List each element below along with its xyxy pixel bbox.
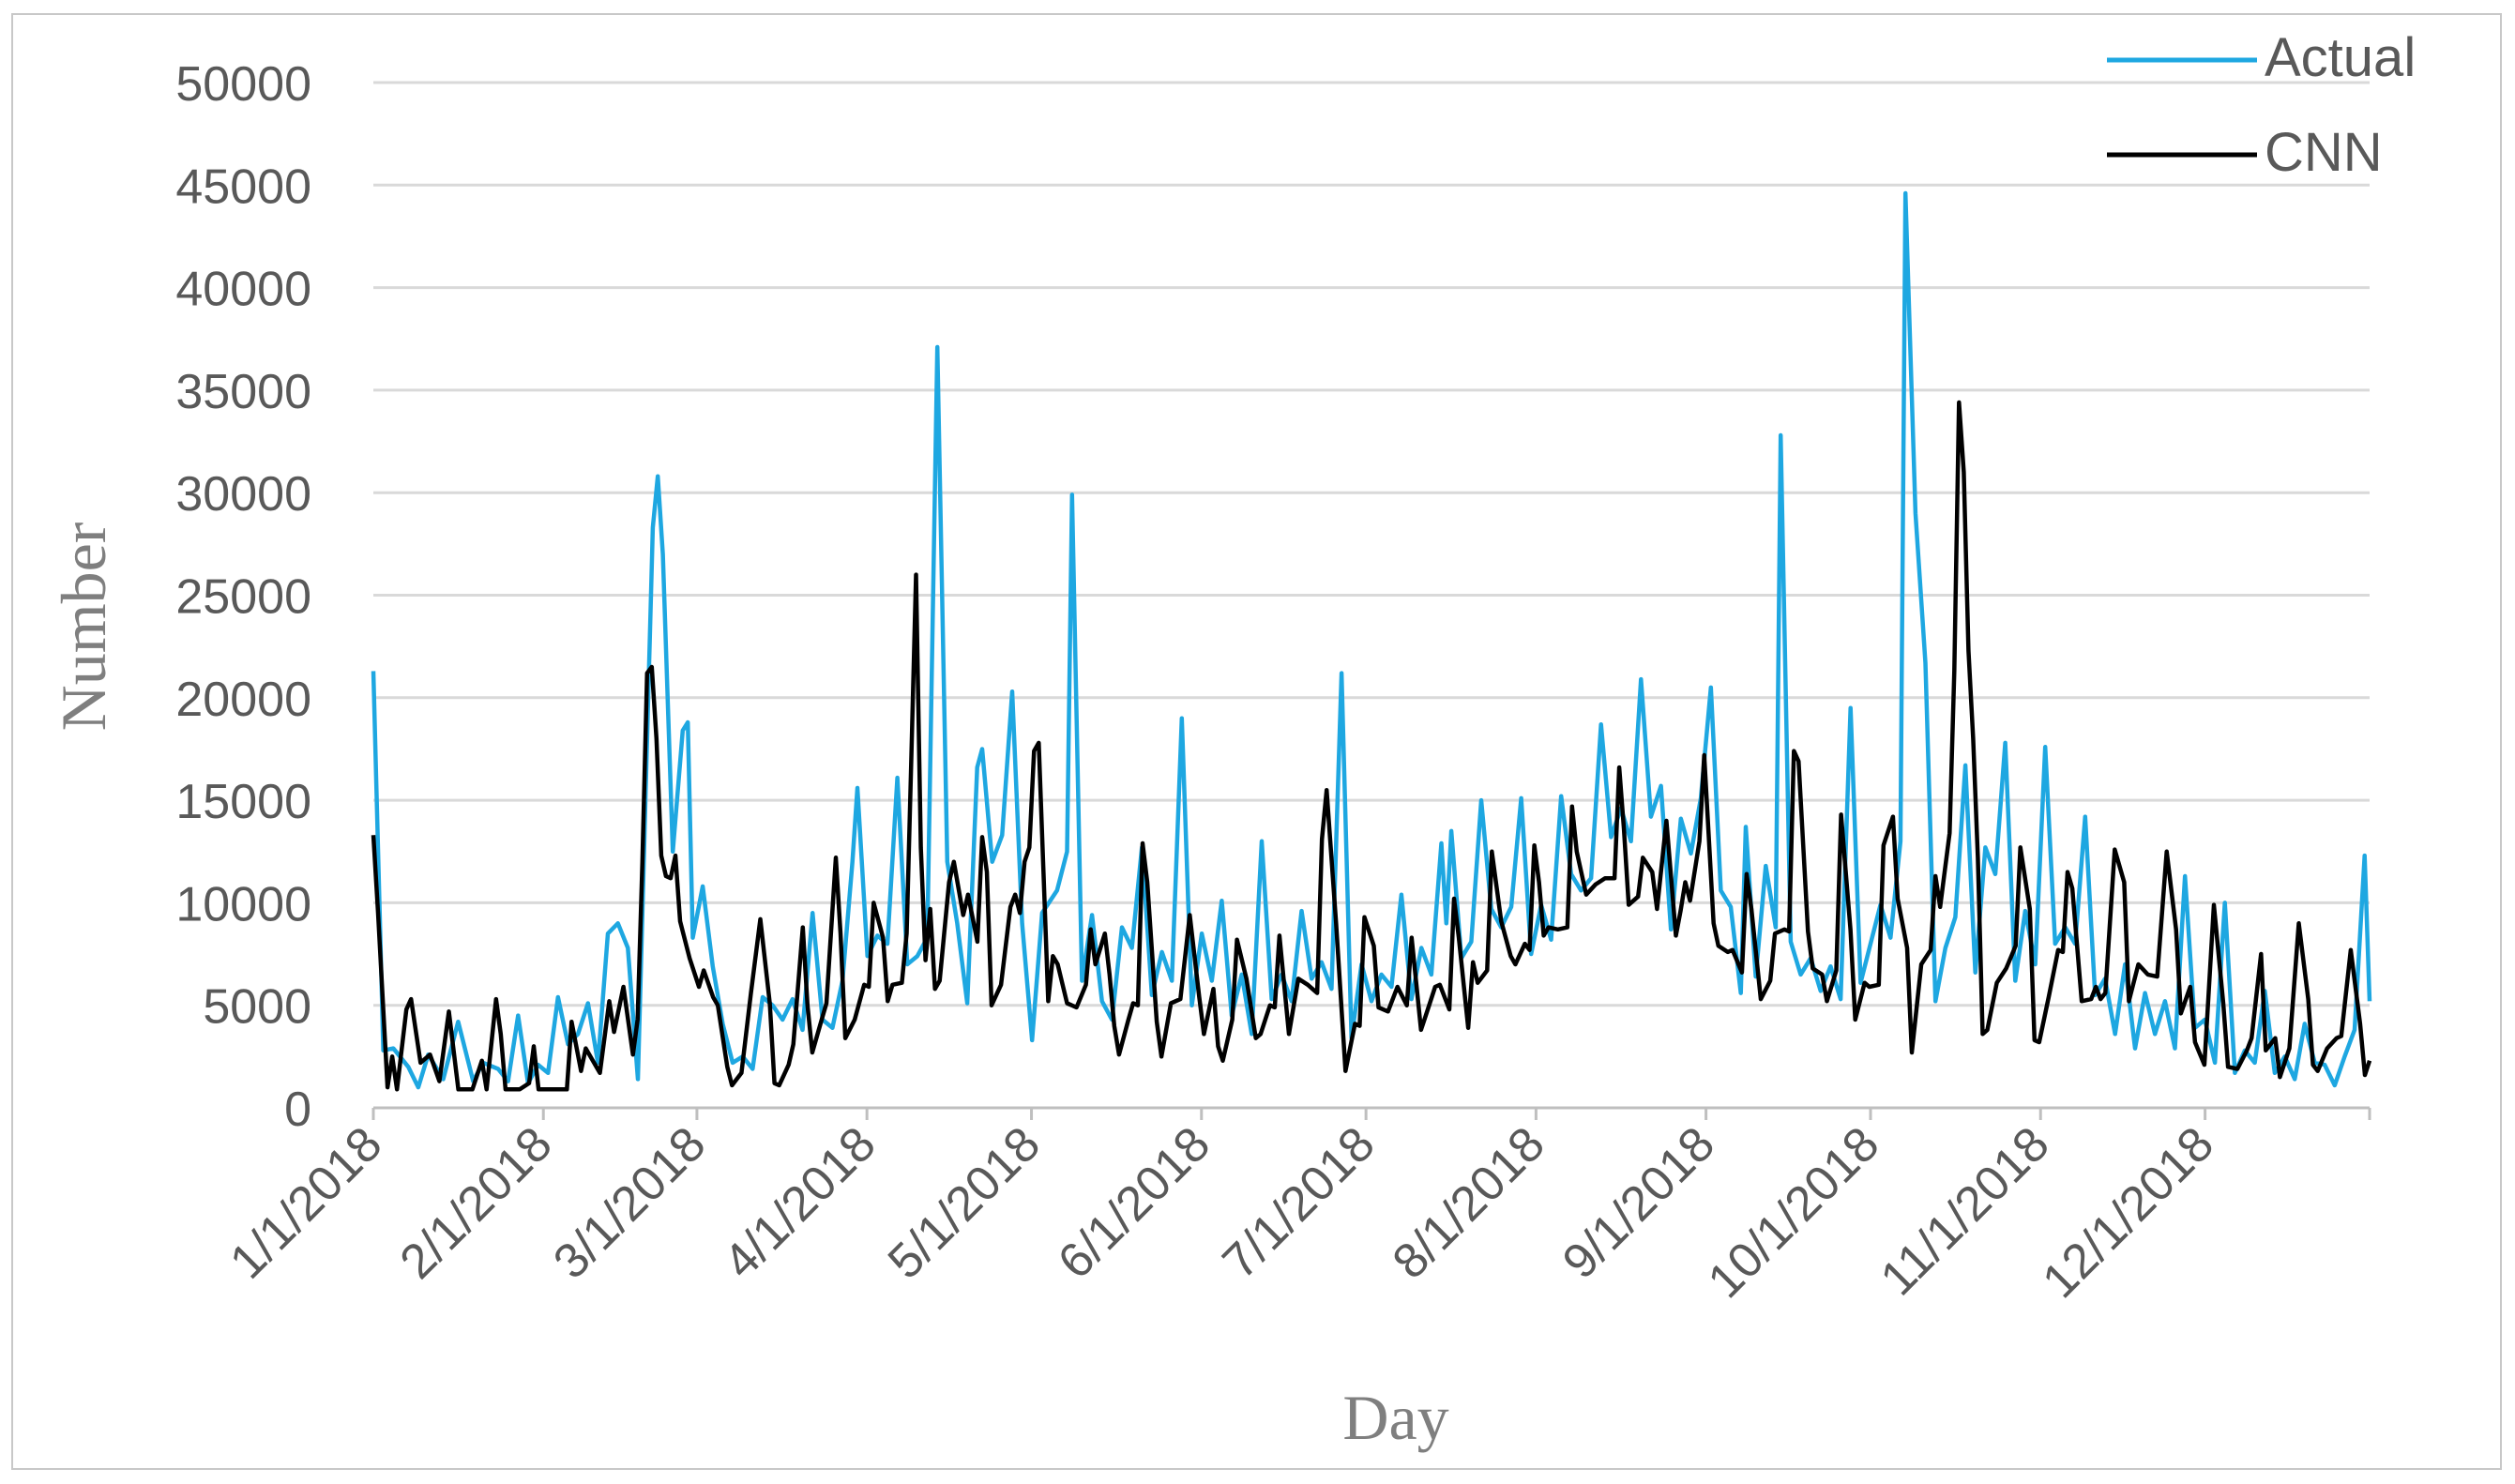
gridlines bbox=[373, 81, 2370, 1007]
x-tick-label: 1/1/2018 bbox=[220, 1116, 392, 1289]
y-tick-label: 10000 bbox=[175, 877, 311, 931]
x-tick-label: 3/1/2018 bbox=[543, 1116, 716, 1289]
y-tick-label: 40000 bbox=[175, 263, 311, 317]
y-tick-label: 50000 bbox=[175, 57, 311, 112]
chart-frame bbox=[11, 13, 2502, 1470]
y-tick-label: 0 bbox=[284, 1083, 311, 1137]
series-line-cnn bbox=[371, 400, 2372, 1092]
y-tick-label: 30000 bbox=[175, 467, 311, 522]
x-tick-label: 4/1/2018 bbox=[713, 1116, 886, 1289]
x-axis-title: Day bbox=[1342, 1382, 1448, 1453]
x-tick-label: 5/1/2018 bbox=[878, 1116, 1051, 1289]
y-tick-label: 35000 bbox=[175, 365, 311, 419]
series-lines bbox=[371, 190, 2372, 1092]
x-tick-label: 12/1/2018 bbox=[2033, 1116, 2225, 1309]
y-tick-label: 5000 bbox=[203, 980, 311, 1035]
y-tick-label: 15000 bbox=[175, 775, 311, 829]
y-tick-label: 25000 bbox=[175, 570, 311, 625]
x-tick-label: 8/1/2018 bbox=[1383, 1116, 1555, 1289]
y-tick-label: 45000 bbox=[175, 159, 311, 214]
legend-label-actual: Actual bbox=[2265, 27, 2416, 88]
series-line-actual bbox=[371, 190, 2372, 1090]
y-tick-label: 20000 bbox=[175, 673, 311, 727]
x-axis: 1/1/20182/1/20183/1/20184/1/20185/1/2018… bbox=[220, 1106, 2371, 1309]
y-axis-ticks: 0 5000 10000 15000 20000 25000 30000 35000 40000… bbox=[175, 57, 311, 1137]
x-tick-label: 6/1/2018 bbox=[1048, 1116, 1220, 1289]
x-tick-label: 10/1/2018 bbox=[1698, 1116, 1890, 1309]
legend: Actual CNN bbox=[2107, 27, 2416, 183]
x-tick-label: 7/1/2018 bbox=[1212, 1116, 1385, 1289]
x-tick-label: 11/1/2018 bbox=[1871, 1116, 2060, 1306]
legend-label-cnn: CNN bbox=[2265, 122, 2383, 183]
x-tick-label: 2/1/2018 bbox=[390, 1116, 563, 1289]
y-axis-title: Number bbox=[48, 522, 119, 731]
x-tick-label: 9/1/2018 bbox=[1553, 1116, 1725, 1289]
